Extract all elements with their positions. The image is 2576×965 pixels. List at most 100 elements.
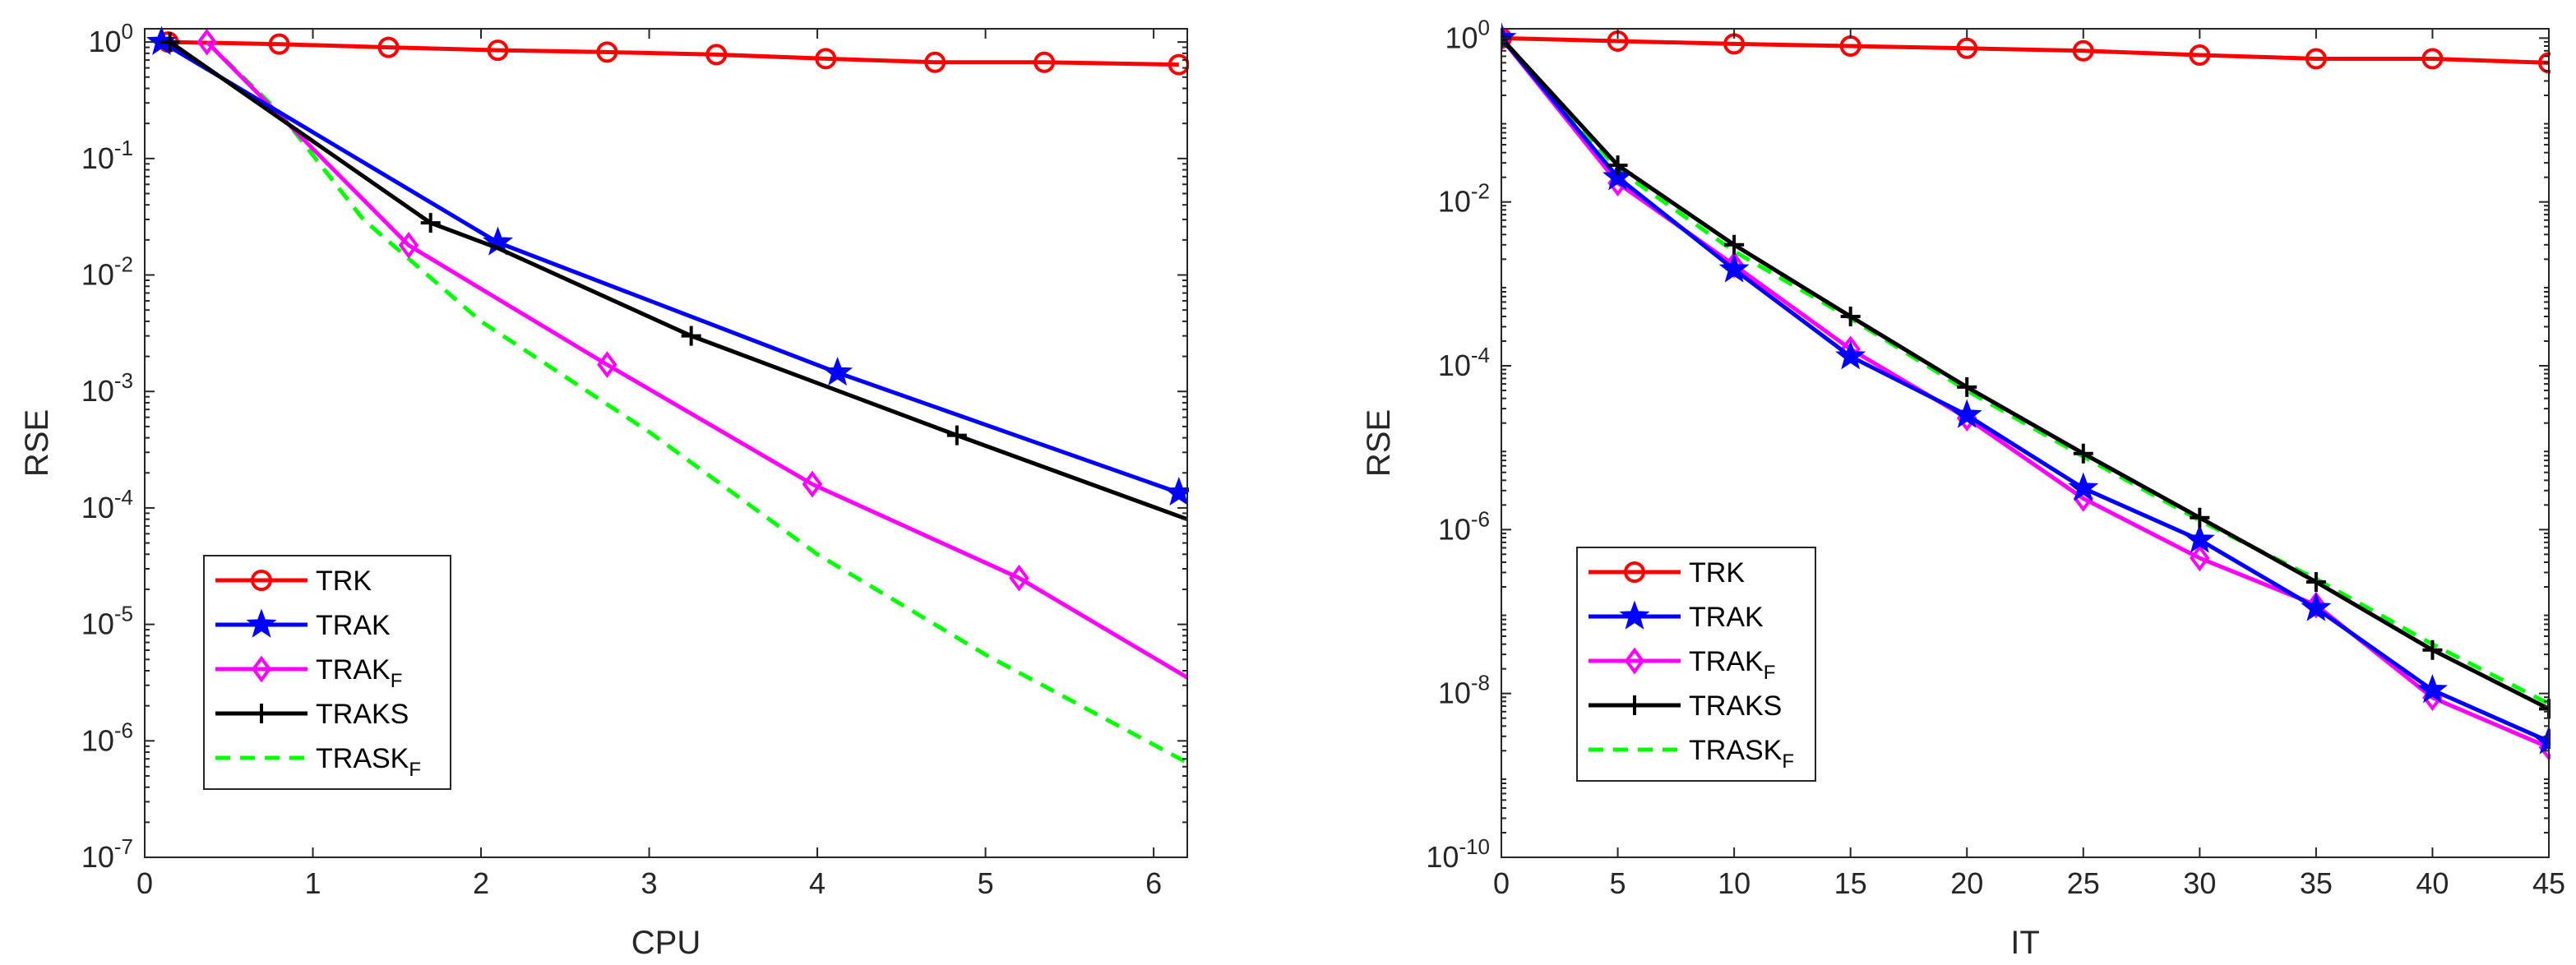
point-trak xyxy=(2184,524,2215,553)
legend-label: TRK xyxy=(316,566,372,597)
point-trk xyxy=(487,39,509,62)
left-chart-panel: 0 1 2 3 4 5 6 100 10-1 10-2 10-3 10-4 10-5 10-6 10-7 T… xyxy=(19,19,1189,961)
x-tick-label: 35 xyxy=(2300,866,2333,900)
point-trk xyxy=(268,33,290,55)
legend-entry-traskf: TRASKF xyxy=(1589,735,1794,773)
legend-marker xyxy=(246,608,277,638)
left-x-axis-label: CPU xyxy=(631,925,701,961)
y-tick-label: 10-8 xyxy=(1438,671,1490,710)
legend-box xyxy=(1576,547,1816,782)
left-series-layer xyxy=(146,25,1189,765)
point-trakf xyxy=(197,28,217,56)
point-trk xyxy=(596,41,618,63)
x-tick-label: 6 xyxy=(1145,866,1162,900)
y-tick-label: 10-2 xyxy=(1438,179,1490,219)
point-trakf xyxy=(1009,564,1029,592)
y-tick-label: 10-4 xyxy=(81,485,133,524)
right-ticks: 0 5 10 15 20 25 30 35 40 45 100 10-2 10-4 10-6 10-8 10-… xyxy=(1426,15,2565,900)
x-tick-label: 40 xyxy=(2416,866,2449,900)
point-traks xyxy=(2073,443,2093,464)
point-trk xyxy=(377,36,400,58)
point-trak xyxy=(2301,592,2332,621)
point-trak xyxy=(1163,477,1189,506)
legend-marker xyxy=(251,655,272,683)
legend-entry-traks: TRAKS xyxy=(215,699,409,730)
series-traks xyxy=(1501,28,2551,719)
y-tick-label: 10-10 xyxy=(1426,834,1490,874)
point-traks xyxy=(2305,571,2326,592)
point-trk xyxy=(2421,48,2444,70)
point-trak xyxy=(1718,253,1750,283)
left-plot-axes xyxy=(144,28,1188,858)
point-trak xyxy=(2416,674,2448,704)
point-traks xyxy=(1724,234,1745,255)
series-line-trk xyxy=(168,39,1179,67)
point-trk xyxy=(2305,48,2327,70)
legend-marker xyxy=(252,704,271,723)
legend-marker xyxy=(1624,561,1645,583)
point-traks xyxy=(2422,639,2443,660)
x-tick-label: 5 xyxy=(978,866,994,900)
point-trakf xyxy=(2305,591,2327,619)
point-traks xyxy=(420,213,441,233)
point-traks xyxy=(2190,507,2210,528)
point-traks xyxy=(1607,155,1628,176)
point-trk xyxy=(1034,51,1056,73)
y-tick-label: 10-3 xyxy=(81,368,133,408)
point-trak xyxy=(1835,340,1866,370)
series-traskf xyxy=(1501,36,2551,706)
series-line-trakf xyxy=(205,40,1189,680)
point-trakf xyxy=(398,232,419,259)
point-trak xyxy=(2068,472,2099,501)
legend-label: TRAKF xyxy=(316,654,402,692)
legend-label: TRAKS xyxy=(1689,690,1782,722)
right-y-axis-label: RSE xyxy=(1361,409,1397,477)
point-trakf xyxy=(597,351,617,378)
x-tick-label: 5 xyxy=(1610,866,1626,900)
y-tick-label: 100 xyxy=(88,19,133,58)
legend-label: TRK xyxy=(1689,557,1745,589)
point-trakf xyxy=(2190,544,2210,572)
x-tick-label: 2 xyxy=(473,866,489,900)
y-tick-label: 10-6 xyxy=(81,718,133,757)
x-tick-label: 4 xyxy=(809,866,826,900)
right-legend: TRK TRAK TRAKF TRAKS TRASKF xyxy=(1576,547,1816,782)
point-trk xyxy=(705,44,728,66)
right-series-layer xyxy=(1501,21,2551,761)
legend-entry-trk: TRK xyxy=(1589,557,1745,589)
y-tick-label: 10-4 xyxy=(1438,343,1490,382)
x-tick-label: 25 xyxy=(2067,866,2100,900)
legend-entry-trak: TRAK xyxy=(1589,600,1764,633)
x-tick-label: 0 xyxy=(136,866,153,900)
point-traks xyxy=(160,32,180,53)
series-line-trk xyxy=(1501,35,2550,65)
legend-label: TRAK xyxy=(316,610,391,641)
legend-label: TRAK xyxy=(1689,602,1764,633)
x-tick-label: 3 xyxy=(641,866,658,900)
y-tick-label: 10-5 xyxy=(81,602,133,641)
point-trk xyxy=(2072,39,2094,62)
right-chart-panel: 0 5 10 15 20 25 30 35 40 45 100 10-2 10-4 10-6 10-8 10-… xyxy=(1361,15,2565,961)
legend-label: TRAKF xyxy=(1689,646,1775,684)
point-trk xyxy=(1956,37,1978,59)
point-traks xyxy=(946,425,967,446)
series-line-traskf xyxy=(1501,36,2551,706)
point-trk xyxy=(924,51,946,73)
x-tick-label: 15 xyxy=(1834,866,1867,900)
legend-entry-traks: TRAKS xyxy=(1589,690,1782,722)
x-tick-label: 10 xyxy=(1718,866,1750,900)
y-tick-label: 100 xyxy=(1445,15,1490,54)
legend-entry-trakf: TRAKF xyxy=(1589,646,1775,684)
series-line-traks xyxy=(169,40,1188,522)
legend-entry-trk: TRK xyxy=(215,566,372,597)
legend-entry-trak: TRAK xyxy=(215,608,391,641)
legend-label: TRASKF xyxy=(316,743,421,781)
point-trk xyxy=(2189,44,2211,67)
point-traks xyxy=(681,326,701,346)
x-tick-label: 45 xyxy=(2532,866,2565,900)
right-plot-axes xyxy=(1501,28,2550,858)
series-line-traks xyxy=(1501,36,2551,711)
left-ticks: 0 1 2 3 4 5 6 100 10-1 10-2 10-3 10-4 10-5 10-6 10-7 xyxy=(81,19,1187,900)
